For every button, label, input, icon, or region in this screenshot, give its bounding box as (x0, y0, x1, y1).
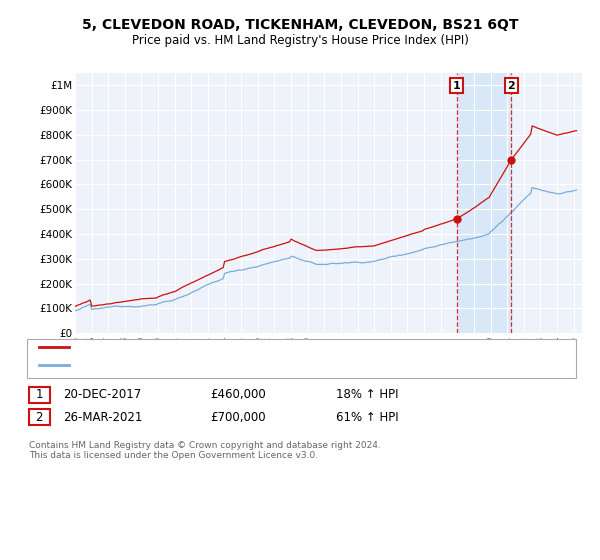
Text: 5, CLEVEDON ROAD, TICKENHAM, CLEVEDON, BS21 6QT (detached house): 5, CLEVEDON ROAD, TICKENHAM, CLEVEDON, B… (76, 342, 492, 352)
Text: £700,000: £700,000 (210, 410, 266, 424)
Bar (457, 73, 511, 333)
Text: 20-DEC-2017: 20-DEC-2017 (63, 388, 141, 402)
Text: HPI: Average price, detached house, North Somerset: HPI: Average price, detached house, Nort… (76, 360, 371, 370)
Text: 1: 1 (35, 388, 43, 402)
Text: 18% ↑ HPI: 18% ↑ HPI (336, 388, 398, 402)
Text: 2: 2 (35, 410, 43, 424)
Text: 2: 2 (508, 81, 515, 91)
Text: Price paid vs. HM Land Registry's House Price Index (HPI): Price paid vs. HM Land Registry's House … (131, 34, 469, 47)
Text: 61% ↑ HPI: 61% ↑ HPI (336, 410, 398, 424)
Text: 1: 1 (453, 81, 461, 91)
Text: Contains HM Land Registry data © Crown copyright and database right 2024.
This d: Contains HM Land Registry data © Crown c… (29, 441, 380, 460)
Text: £460,000: £460,000 (210, 388, 266, 402)
Text: 5, CLEVEDON ROAD, TICKENHAM, CLEVEDON, BS21 6QT: 5, CLEVEDON ROAD, TICKENHAM, CLEVEDON, B… (82, 18, 518, 32)
Text: 26-MAR-2021: 26-MAR-2021 (63, 410, 142, 424)
